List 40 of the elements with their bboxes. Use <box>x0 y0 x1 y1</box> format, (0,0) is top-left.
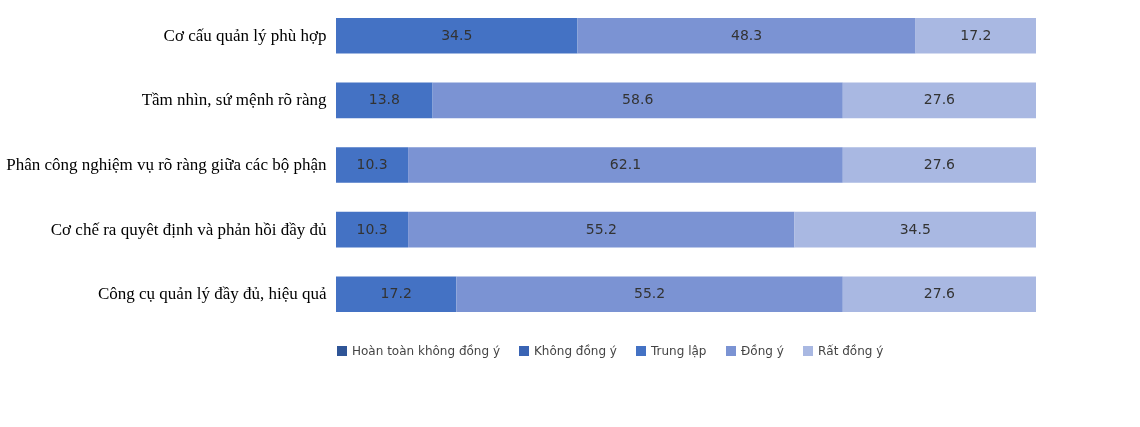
bar <box>336 276 457 313</box>
data-label: 27.6 <box>923 91 956 108</box>
data-label: 17.2 <box>960 26 992 43</box>
data-label: 34.5 <box>899 220 931 237</box>
bar <box>794 211 1036 248</box>
bar <box>842 276 1036 313</box>
y-tick-label: Công cụ quản lý đầy đủ, hiệu quả <box>97 284 327 304</box>
bar <box>915 17 1036 54</box>
bar <box>336 17 578 54</box>
data-label: 55.2 <box>585 220 617 237</box>
y-tick-label: Cơ cấu quản lý phù hợp <box>163 25 327 45</box>
bar <box>842 82 1036 119</box>
data-label: 34.5 <box>441 26 473 43</box>
data-label: 13.8 <box>368 91 400 108</box>
bar <box>336 147 409 183</box>
legend-label: Hoàn toàn không đồng ý <box>352 344 500 358</box>
legend-label: Không đồng ý <box>534 344 617 358</box>
data-label: 10.3 <box>356 220 388 237</box>
bar <box>432 82 843 119</box>
y-tick-label: Phân công nghiệm vụ rõ ràng giữa các bộ phận <box>6 155 327 174</box>
bar <box>336 211 409 248</box>
bar <box>577 17 916 54</box>
legend-label: Rất đồng ý <box>818 344 884 358</box>
bar <box>456 276 843 313</box>
data-label: 10.3 <box>356 156 388 172</box>
y-tick-label: Tầm nhìn, sứ mệnh rõ ràng <box>141 90 327 110</box>
data-label: 58.6 <box>622 91 654 108</box>
bar <box>842 147 1036 183</box>
data-label: 17.2 <box>380 285 412 302</box>
data-label: 62.1 <box>609 156 642 172</box>
data-label: 55.2 <box>634 285 666 302</box>
bar <box>408 211 795 248</box>
bar <box>336 82 433 119</box>
bar <box>408 147 843 183</box>
data-label: 27.6 <box>923 156 956 172</box>
legend-label: Trung lập <box>650 344 707 358</box>
y-tick-label: Cơ chế ra quyêt định và phản hồi đầy đủ <box>50 219 327 239</box>
legend-label: Đồng ý <box>741 344 784 358</box>
data-label: 27.6 <box>923 285 956 302</box>
data-label: 48.3 <box>730 26 763 43</box>
